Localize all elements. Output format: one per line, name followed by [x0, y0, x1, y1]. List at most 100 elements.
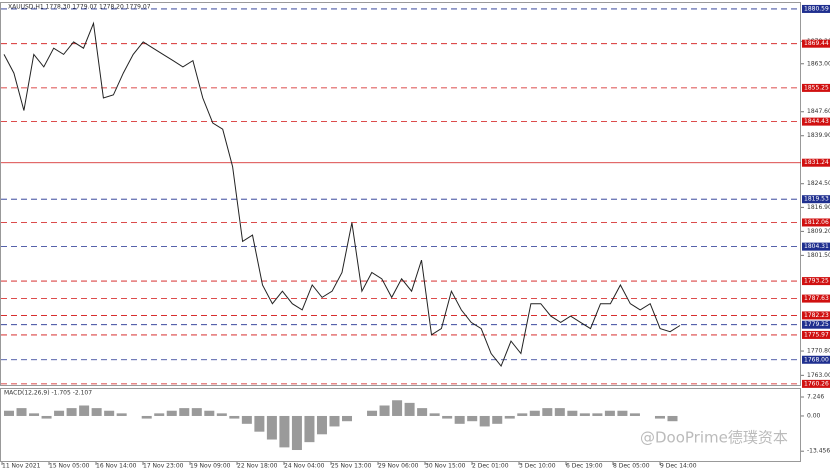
macd-bar — [542, 408, 553, 416]
y-tick-label: 1839.90 — [807, 132, 830, 139]
level-label-box — [802, 379, 830, 388]
macd-bar — [204, 410, 215, 416]
macd-bar — [4, 410, 15, 416]
macd-bar — [479, 415, 490, 427]
level-label: 1819.53 — [804, 196, 829, 203]
macd-bar — [429, 413, 440, 416]
x-tick-label: 22 Nov 18:00 — [237, 463, 278, 470]
y-tick-label: 1863.00 — [807, 60, 830, 67]
macd-y-tick-label: -13.456 — [807, 448, 830, 455]
x-tick-label: 9 Dec 14:00 — [660, 463, 697, 470]
macd-bar — [241, 415, 252, 424]
macd-bar — [229, 415, 240, 419]
y-tick-label: 1763.00 — [807, 372, 830, 379]
level-label-box — [802, 294, 830, 303]
macd-y-tick-label: 0.00 — [807, 412, 821, 419]
macd-bar — [654, 415, 665, 419]
macd-bar — [367, 410, 378, 416]
level-label: 1869.44 — [804, 40, 829, 47]
y-tick-label: 1809.20 — [807, 228, 830, 235]
macd-bar — [554, 408, 565, 416]
price-line — [3, 21, 681, 367]
y-tick-label: 1801.50 — [807, 252, 830, 259]
level-label: 1793.25 — [804, 278, 829, 285]
macd-bar — [154, 413, 165, 416]
level-label-box — [802, 158, 830, 167]
level-label-box — [802, 242, 830, 251]
level-label: 1880.59 — [804, 5, 829, 12]
level-label-box — [802, 39, 830, 48]
macd-bar — [567, 410, 578, 416]
price-panel — [0, 2, 801, 386]
macd-bar — [392, 400, 403, 416]
x-tick-label: 2 Dec 01:00 — [472, 463, 509, 470]
y-tick-label: 1824.50 — [807, 180, 830, 187]
level-label-box — [802, 277, 830, 286]
level-label: 1831.24 — [804, 159, 829, 166]
watermark: @DooPrime德璞资本 — [640, 429, 788, 447]
macd-y-tick-label: 7.246 — [807, 393, 824, 400]
macd-bar — [191, 408, 202, 416]
macd-panel — [0, 388, 801, 462]
macd-bar — [629, 413, 640, 416]
x-tick-label: 29 Nov 06:00 — [378, 463, 419, 470]
macd-bar — [16, 408, 27, 416]
level-label: 1768.00 — [804, 356, 829, 363]
level-label: 1779.25 — [804, 321, 829, 328]
level-label-box — [802, 311, 830, 320]
macd-bar — [504, 415, 515, 419]
macd-bar — [517, 413, 528, 416]
y-tick-label: 1816.90 — [807, 204, 830, 211]
macd-bar — [329, 415, 340, 427]
x-tick-label: 11 Nov 2021 — [2, 463, 41, 470]
x-tick-label: 25 Nov 13:00 — [331, 463, 372, 470]
level-label-box — [802, 320, 830, 329]
macd-bar — [316, 415, 327, 435]
x-tick-label: 16 Nov 14:00 — [96, 463, 137, 470]
macd-bar — [304, 415, 315, 443]
macd-bar — [529, 410, 540, 416]
macd-bar — [179, 408, 190, 416]
macd-bar — [41, 415, 52, 419]
macd-bar — [417, 408, 428, 416]
y-tick-label: 1770.80 — [807, 348, 830, 355]
macd-title: MACD(12,26,9) -1.705 -2.107 — [4, 390, 92, 397]
macd-bar — [279, 415, 290, 448]
macd-bar — [141, 415, 152, 419]
level-label-box — [802, 330, 830, 339]
x-tick-label: 19 Nov 09:00 — [190, 463, 231, 470]
macd-bar — [492, 415, 503, 424]
macd-bar — [29, 413, 40, 416]
level-label: 1760.26 — [804, 380, 829, 387]
macd-bar — [266, 415, 277, 440]
level-label: 1782.23 — [804, 312, 829, 319]
macd-bar — [404, 402, 415, 416]
x-tick-label: 30 Nov 15:00 — [425, 463, 466, 470]
x-tick-label: 17 Nov 23:00 — [143, 463, 184, 470]
macd-bar — [442, 415, 453, 419]
level-label: 1804.31 — [804, 243, 829, 250]
macd-bar — [254, 415, 265, 432]
level-label-box — [802, 4, 830, 13]
macd-bar — [66, 408, 77, 416]
macd-bar — [667, 415, 678, 422]
macd-bar — [379, 405, 390, 416]
macd-bar — [54, 410, 65, 416]
macd-bar — [79, 405, 90, 416]
level-label-box — [802, 83, 830, 92]
x-tick-label: 3 Dec 10:00 — [519, 463, 556, 470]
macd-bar — [166, 410, 177, 416]
level-label-box — [802, 117, 830, 126]
macd-bar — [291, 415, 302, 451]
level-label: 1855.25 — [804, 84, 829, 91]
macd-bar — [454, 415, 465, 424]
level-label: 1812.06 — [804, 219, 829, 226]
macd-bar — [91, 408, 102, 416]
macd-bar — [604, 410, 615, 416]
level-label: 1844.43 — [804, 118, 829, 125]
macd-bar — [342, 415, 353, 422]
macd-bar — [467, 415, 478, 422]
level-label-box — [802, 355, 830, 364]
